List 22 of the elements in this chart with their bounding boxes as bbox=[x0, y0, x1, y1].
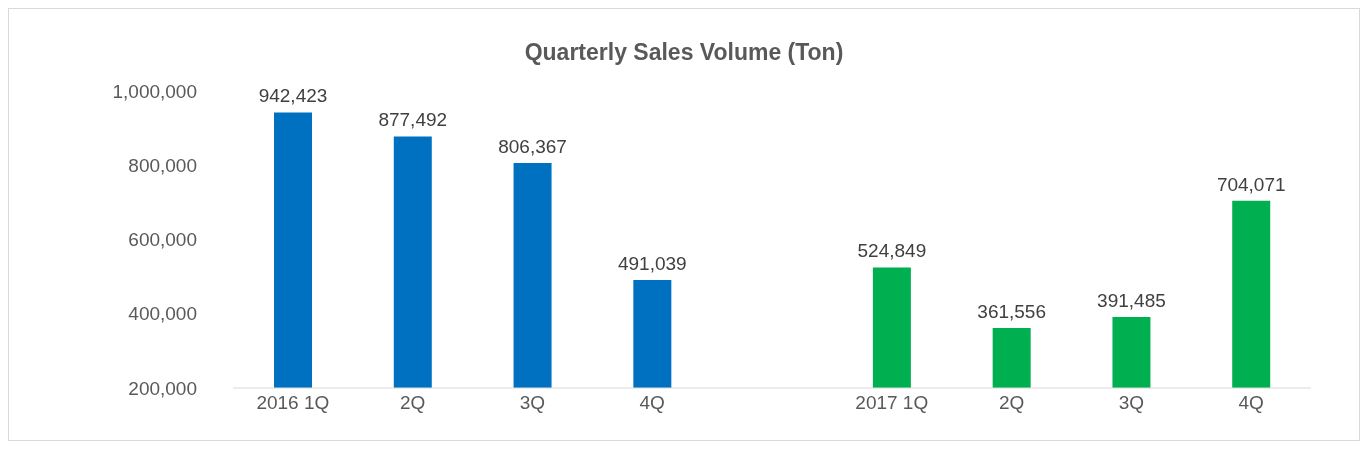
data-label: 524,849 bbox=[857, 240, 927, 262]
x-tick-label: 4Q bbox=[1238, 392, 1264, 414]
y-tick-label: 600,000 bbox=[128, 229, 197, 251]
x-tick-label: 3Q bbox=[1118, 392, 1145, 414]
data-label: 704,071 bbox=[1216, 173, 1286, 195]
data-label: 877,492 bbox=[378, 109, 448, 131]
x-tick-label: 2016 1Q bbox=[256, 392, 330, 414]
x-tick-label: 3Q bbox=[519, 392, 546, 414]
data-label: 806,367 bbox=[498, 135, 567, 157]
data-label: 391,485 bbox=[1097, 289, 1166, 311]
x-tick-label: 4Q bbox=[639, 392, 665, 414]
y-tick-label: 200,000 bbox=[128, 377, 197, 399]
y-tick-label: 400,000 bbox=[128, 303, 197, 325]
chart-title: Quarterly Sales Volume (Ton) bbox=[523, 39, 845, 66]
data-label: 361,556 bbox=[977, 301, 1047, 323]
x-tick-label: 2Q bbox=[998, 392, 1025, 414]
x-tick-label: 2017 1Q bbox=[855, 392, 929, 414]
x-tick-label: 2Q bbox=[399, 392, 426, 414]
y-tick-label: 800,000 bbox=[128, 154, 197, 176]
data-label: 942,423 bbox=[258, 85, 328, 107]
y-tick-label: 1,000,000 bbox=[112, 80, 197, 102]
data-label: 491,039 bbox=[617, 252, 687, 274]
